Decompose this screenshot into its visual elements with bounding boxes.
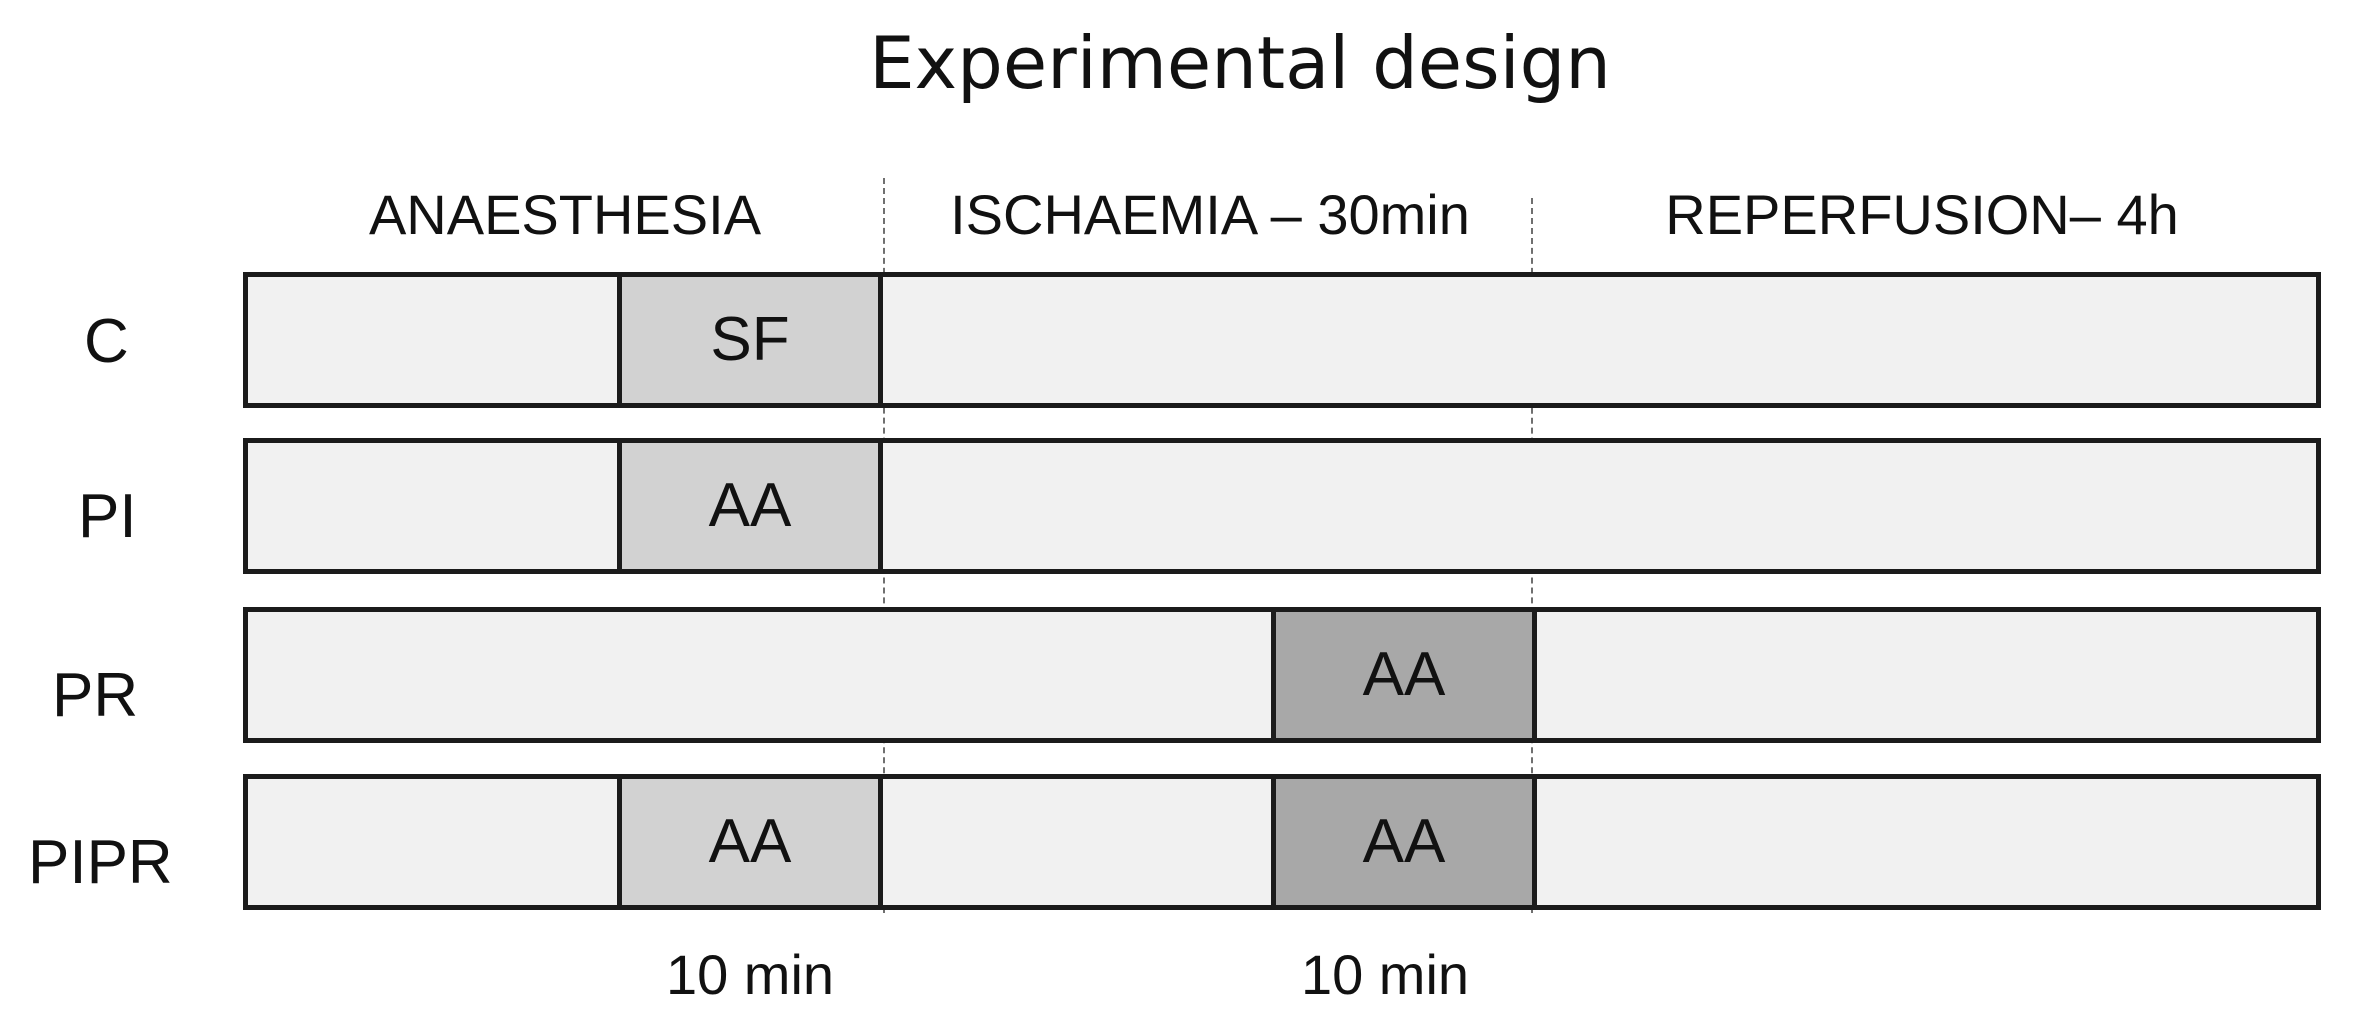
phase-label-anaesthesia: ANAESTHESIA [368,183,762,246]
duration-label-pre-treatment: 10 min [665,943,835,1006]
diagram-title: Experimental design [869,21,1611,105]
timeline-bar-pr: AA [243,607,2321,743]
phase-label-reperfusion: REPERFUSION– 4h [1665,183,2179,246]
duration-label-post-treatment: 10 min [1300,943,1470,1006]
timeline-bar-pipr: AA AA [243,774,2321,910]
pre-treatment-box-pipr: AA [617,774,883,910]
phase-label-ischaemia: ISCHAEMIA – 30min [950,183,1470,246]
group-label-pi: PI [78,482,137,551]
post-treatment-box-pr: AA [1271,607,1537,743]
group-label-c: C [84,307,129,376]
timeline-bar-c: SF [243,272,2321,408]
timeline-bar-pi: AA [243,438,2321,574]
post-treatment-box-pipr: AA [1271,774,1537,910]
pre-treatment-box-c: SF [617,272,883,408]
pre-treatment-box-pi: AA [617,438,883,574]
group-label-pr: PR [52,661,139,730]
group-label-pipr: PIPR [28,828,173,897]
